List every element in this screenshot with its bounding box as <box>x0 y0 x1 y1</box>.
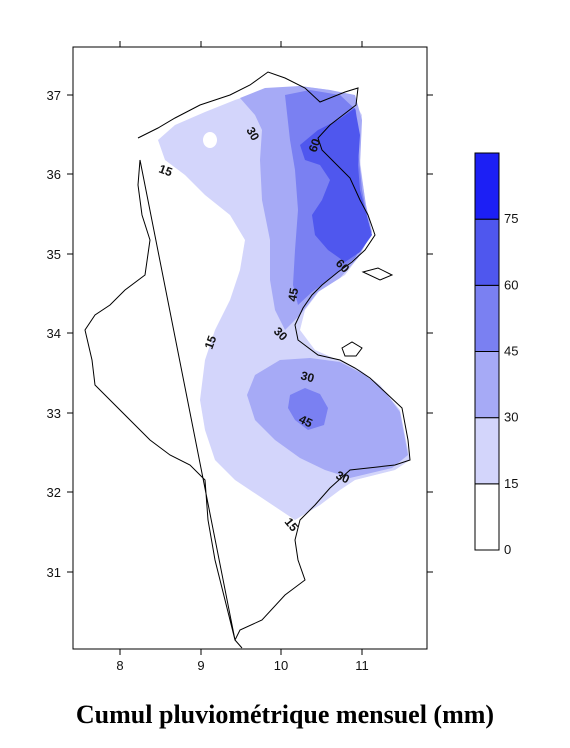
band-45-60-south <box>288 388 328 430</box>
island-kerkennah <box>361 267 394 281</box>
contour-label-15-center: 15 <box>202 333 220 351</box>
legend-swatch-2 <box>474 351 500 419</box>
legend-level-label-75: 75 <box>504 211 518 226</box>
y-tick-label-32: 32 <box>47 485 61 500</box>
legend-labels: 0 15 30 45 60 75 <box>504 211 518 557</box>
legend-swatch-0 <box>474 483 500 551</box>
legend-swatch-1 <box>474 417 500 485</box>
legend-level-label-45: 45 <box>504 344 518 359</box>
legend-swatch-5 <box>474 152 500 220</box>
contour-label-15-northwest: 15 <box>157 162 175 180</box>
legend-colorbar <box>474 152 500 551</box>
rainfall-bands <box>158 86 410 520</box>
map-caption: Cumul pluviométrique mensuel (mm) <box>75 700 495 729</box>
x-tick-label-11: 11 <box>355 658 369 673</box>
legend-swatch-4 <box>474 218 500 286</box>
band-60-75 <box>300 108 372 262</box>
contour-label-60-north: 60 <box>306 136 324 154</box>
y-tick-label-31: 31 <box>47 565 61 580</box>
y-tick-label-36: 36 <box>47 167 61 182</box>
country-outline <box>84 71 411 649</box>
legend-level-label-60: 60 <box>504 277 518 292</box>
axis-ticks <box>67 41 433 655</box>
legend-swatch-3 <box>474 284 500 353</box>
map-plot-frame <box>72 46 428 650</box>
legend-level-label-0: 0 <box>504 542 511 557</box>
y-tick-label-37: 37 <box>47 88 61 103</box>
dry-spot <box>203 132 217 148</box>
island-djerba <box>341 341 363 357</box>
x-tick-label-9: 9 <box>197 658 204 673</box>
contour-label-45-south: 45 <box>297 412 315 430</box>
legend-level-label-15: 15 <box>504 476 518 491</box>
legend-level-label-30: 30 <box>504 410 518 425</box>
contour-label-30-south: 30 <box>299 368 316 385</box>
y-tick-label-34: 34 <box>47 326 61 341</box>
contour-label-30-north: 30 <box>243 125 262 144</box>
y-tick-label-33: 33 <box>47 406 61 421</box>
y-tick-label-35: 35 <box>47 247 61 262</box>
band-30-45-south <box>247 358 408 478</box>
contour-label-45-center: 45 <box>285 287 301 303</box>
contour-label-30-southeast: 30 <box>334 468 352 486</box>
x-tick-label-10: 10 <box>274 658 288 673</box>
contour-labels: 30 60 15 60 45 30 15 30 45 30 15 <box>157 125 352 535</box>
x-tick-label-8: 8 <box>116 658 123 673</box>
